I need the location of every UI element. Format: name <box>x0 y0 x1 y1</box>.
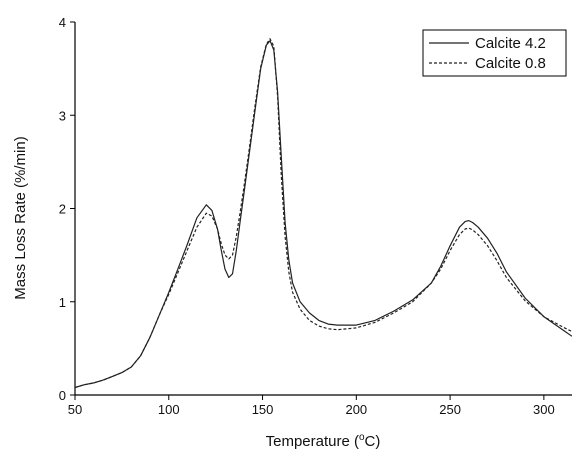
y-tick-label: 3 <box>59 108 66 123</box>
y-tick-label: 1 <box>59 295 66 310</box>
x-tick-label: 150 <box>252 402 274 417</box>
y-axis-title: Mass Loss Rate (%/min) <box>12 136 29 299</box>
legend-box <box>422 29 567 77</box>
y-tick-label: 2 <box>59 202 66 217</box>
x-axis-title-degree: o <box>359 432 365 443</box>
x-axis-title-suffix: C) <box>365 433 381 450</box>
x-axis-title-prefix: Temperature ( <box>266 433 359 450</box>
x-tick-label: 50 <box>68 402 82 417</box>
legend-label: Calcite 4.2 <box>475 35 546 52</box>
series-lines <box>74 38 572 389</box>
legend: Calcite 4.2 Calcite 0.8 <box>422 29 567 77</box>
x-tick-label: 300 <box>533 402 555 417</box>
axes: 50 100 150 200 250 300 0 1 2 3 4 <box>59 15 572 417</box>
y-tick-label: 0 <box>59 388 66 403</box>
x-axis-title: Temperature (oC) <box>266 432 381 450</box>
x-tick-label: 100 <box>158 402 180 417</box>
y-tick-label: 4 <box>59 15 66 30</box>
x-tick-label: 200 <box>345 402 367 417</box>
x-tick-label: 250 <box>439 402 461 417</box>
series-line-2 <box>74 38 572 389</box>
legend-label: Calcite 0.8 <box>475 55 546 72</box>
series-line-1 <box>74 40 572 389</box>
